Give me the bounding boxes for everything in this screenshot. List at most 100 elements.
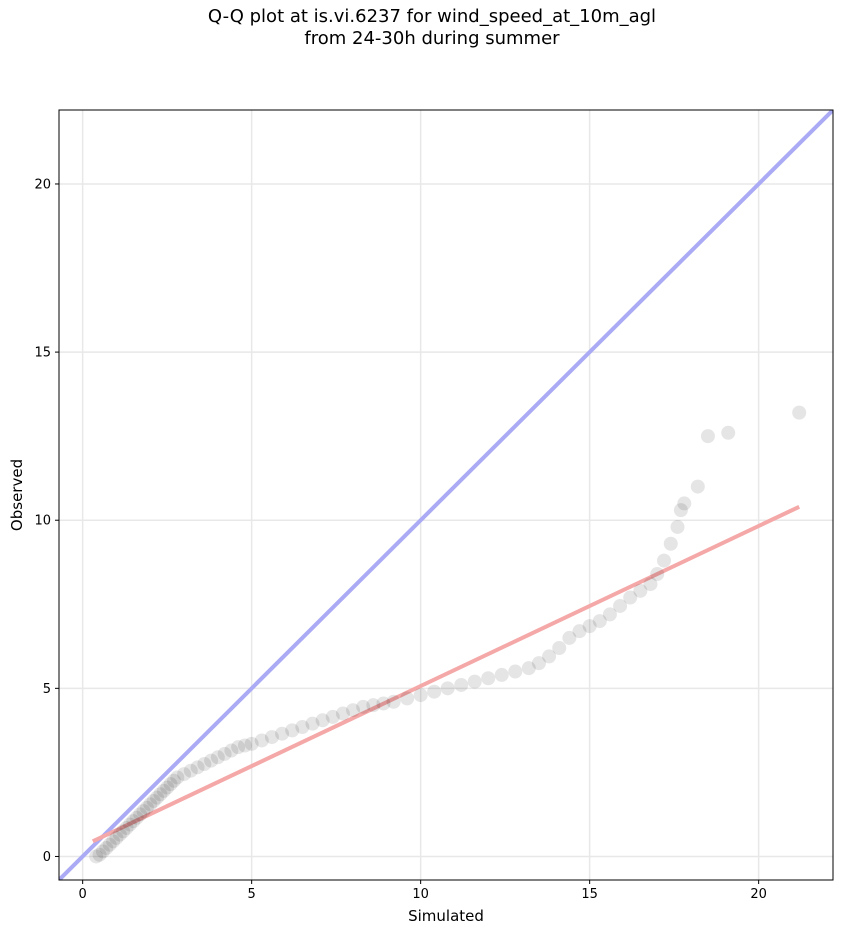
qq-point bbox=[119, 820, 134, 835]
qq-point bbox=[315, 713, 330, 728]
qq-point bbox=[670, 519, 685, 534]
y-tick-label: 15 bbox=[34, 346, 51, 361]
chart-title: Q-Q plot at is.vi.6237 for wind_speed_at… bbox=[0, 6, 843, 50]
qq-point bbox=[95, 844, 110, 859]
qq-point bbox=[305, 716, 320, 731]
qq-point bbox=[481, 671, 496, 686]
plot-frame bbox=[58, 109, 834, 881]
qq-point bbox=[400, 691, 415, 706]
qq-point bbox=[170, 770, 185, 785]
qq-point bbox=[150, 790, 165, 805]
qq-point bbox=[139, 800, 154, 815]
qq-point bbox=[792, 405, 807, 420]
qq-point bbox=[133, 807, 148, 822]
qq-point bbox=[143, 797, 158, 812]
x-tick-label: 5 bbox=[248, 887, 256, 902]
qq-point bbox=[413, 688, 428, 703]
qq-point bbox=[366, 698, 381, 713]
qq-point bbox=[508, 664, 523, 679]
qq-point bbox=[376, 696, 391, 711]
qq-point bbox=[650, 567, 665, 582]
qq-point bbox=[106, 834, 121, 849]
x-tick-label: 10 bbox=[412, 887, 429, 902]
y-axis-label: Observed bbox=[8, 459, 26, 531]
grid-layer bbox=[59, 110, 833, 880]
qq-point bbox=[264, 730, 279, 745]
qq-point bbox=[102, 837, 117, 852]
qq-point bbox=[467, 674, 482, 689]
qq-point bbox=[335, 706, 350, 721]
qq-point bbox=[623, 590, 638, 605]
qq-point bbox=[99, 841, 114, 856]
qq-point bbox=[285, 723, 300, 738]
qq-point bbox=[129, 810, 144, 825]
qq-point bbox=[231, 740, 246, 755]
qq-point bbox=[454, 677, 469, 692]
qq-point bbox=[673, 503, 688, 518]
qq-point bbox=[356, 699, 371, 714]
x-axis-label: Simulated bbox=[408, 907, 484, 925]
qq-point bbox=[346, 703, 361, 718]
y-tick-label: 0 bbox=[43, 850, 51, 865]
qq-point bbox=[663, 536, 678, 551]
qq-point bbox=[217, 746, 232, 761]
qq-point bbox=[386, 694, 401, 709]
qq-point bbox=[177, 767, 192, 782]
qq-point bbox=[89, 849, 104, 864]
qq-point bbox=[592, 614, 607, 629]
y-tick-label: 20 bbox=[34, 177, 51, 192]
ticks-layer: 0 5 10 15 20 0 5 10 15 20 bbox=[34, 177, 766, 902]
y-tick-label: 5 bbox=[43, 682, 51, 697]
qq-point bbox=[572, 624, 587, 639]
qq-point bbox=[153, 787, 168, 802]
qq-point bbox=[183, 763, 198, 778]
qq-point bbox=[237, 738, 252, 753]
qq-point bbox=[197, 756, 212, 771]
qq-point bbox=[156, 783, 171, 798]
qq-point bbox=[325, 709, 340, 724]
qq-point bbox=[160, 780, 175, 795]
y-tick-label: 10 bbox=[34, 514, 51, 529]
qq-point bbox=[92, 847, 107, 862]
x-tick-label: 20 bbox=[750, 887, 767, 902]
qq-point bbox=[190, 760, 205, 775]
x-tick-label: 0 bbox=[79, 887, 87, 902]
qq-point bbox=[244, 736, 259, 751]
qq-point bbox=[531, 656, 546, 671]
qq-point bbox=[494, 667, 509, 682]
qq-point bbox=[210, 750, 225, 765]
qq-point bbox=[440, 681, 455, 696]
qq-point bbox=[122, 817, 137, 832]
qq-point bbox=[146, 793, 161, 808]
qq-point bbox=[204, 753, 219, 768]
qq-point bbox=[633, 583, 648, 598]
qq-point bbox=[657, 553, 672, 568]
fit-line bbox=[91, 504, 801, 844]
qq-point bbox=[295, 720, 310, 735]
lines-layer bbox=[59, 110, 833, 880]
qq-point bbox=[552, 640, 567, 655]
qq-point bbox=[613, 598, 628, 613]
qq-point bbox=[690, 479, 705, 494]
qq-point bbox=[112, 827, 127, 842]
qq-point bbox=[224, 743, 239, 758]
identity-line bbox=[59, 110, 833, 880]
x-tick-label: 15 bbox=[581, 887, 598, 902]
qq-point bbox=[116, 824, 131, 839]
qq-point bbox=[126, 814, 141, 829]
qq-point bbox=[427, 684, 442, 699]
qq-point bbox=[700, 429, 715, 444]
qq-point bbox=[721, 425, 736, 440]
qq-point bbox=[643, 577, 658, 592]
qq-point bbox=[542, 649, 557, 664]
qq-point bbox=[275, 726, 290, 741]
qq-point bbox=[562, 630, 577, 645]
qq-point bbox=[254, 733, 269, 748]
chart-title-line-2: from 24-30h during summer bbox=[304, 28, 560, 49]
qq-point bbox=[136, 804, 151, 819]
qq-point bbox=[521, 661, 536, 676]
qq-point bbox=[677, 496, 692, 511]
chart-title-line-1: Q-Q plot at is.vi.6237 for wind_speed_at… bbox=[207, 6, 657, 27]
qq-point bbox=[109, 830, 124, 845]
